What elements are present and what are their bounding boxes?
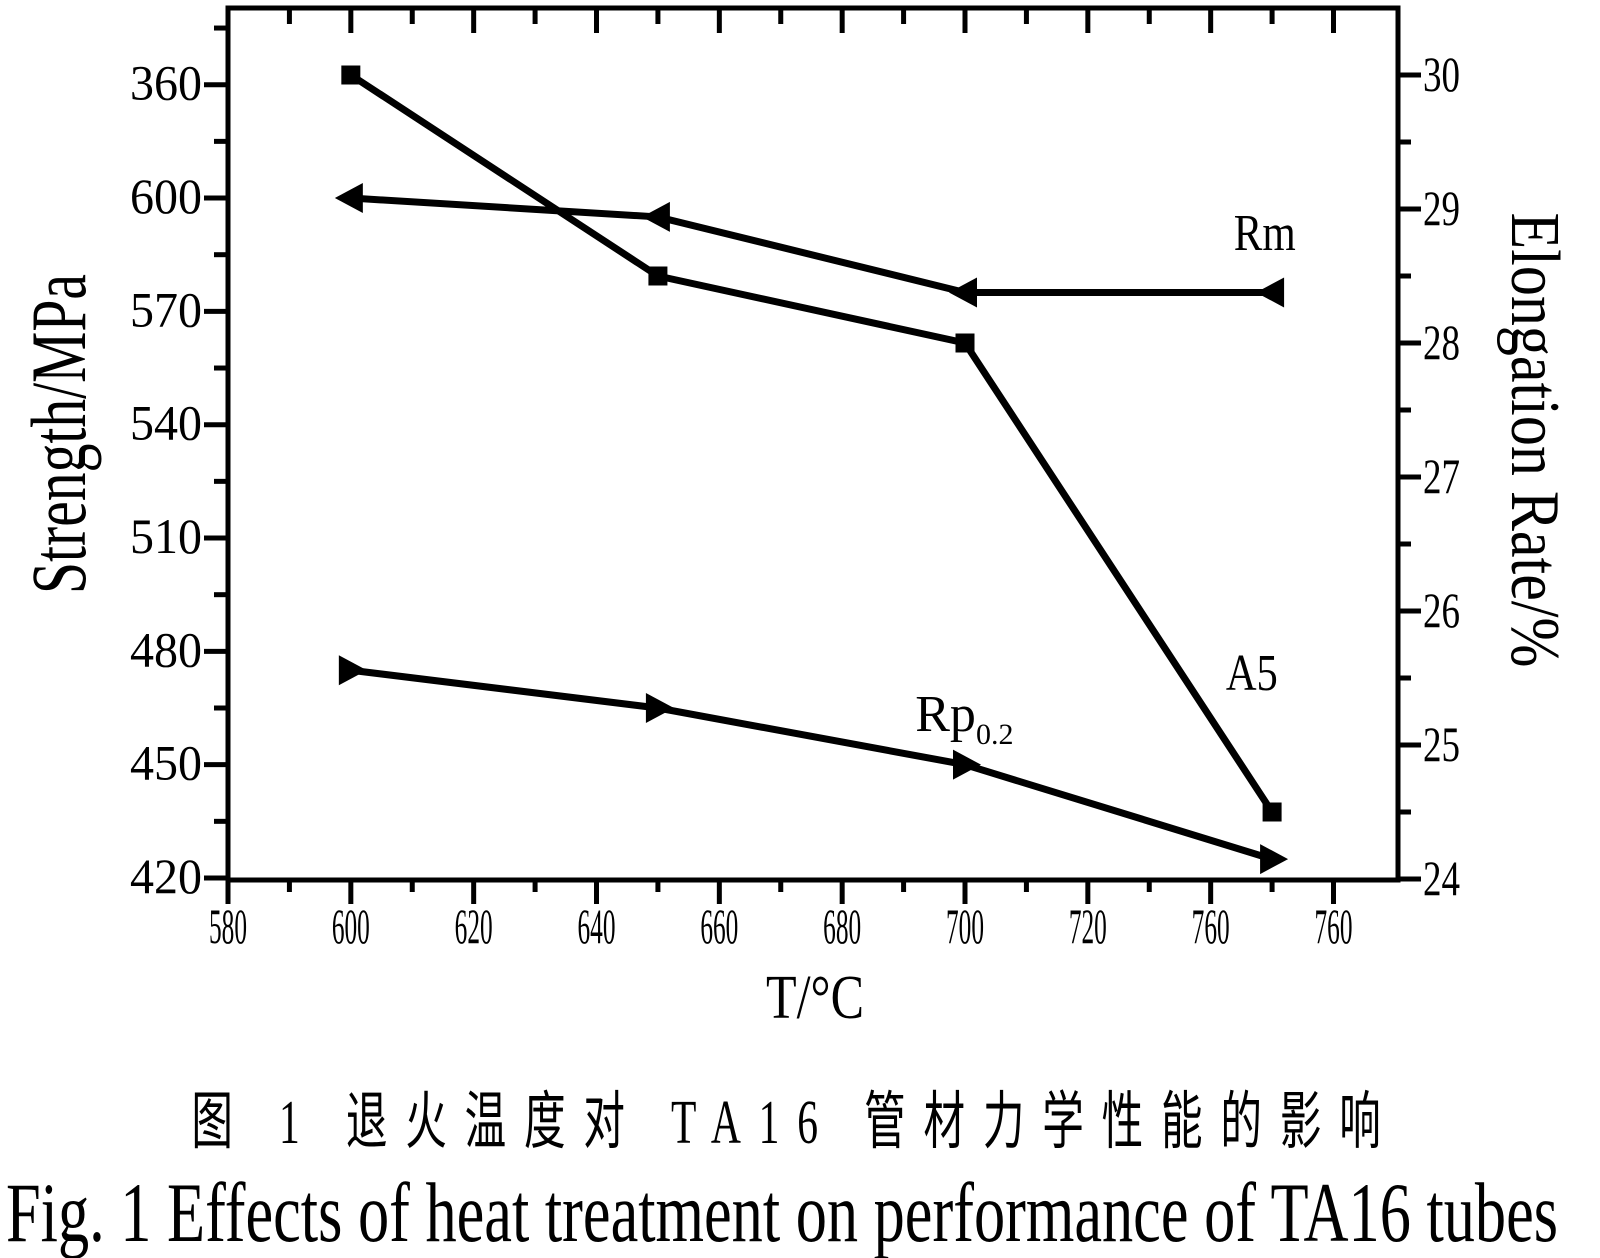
left-axis-title-text: Strength/MPa [15, 274, 102, 594]
series-Rm [334, 183, 1285, 308]
series-labels: Rm A5 Rp0.2 [915, 205, 1295, 751]
x-tick-label: 620 [455, 898, 493, 954]
marker-square [1262, 802, 1282, 822]
marker-triangle-right [953, 749, 982, 780]
left-axis-title: Strength/MPa [15, 274, 102, 594]
marker-triangle-right [1260, 844, 1289, 875]
right-tick-label: 27 [1423, 448, 1460, 504]
left-tick-label: 600 [130, 168, 202, 224]
left-tick-label: 540 [130, 395, 202, 451]
annotation-Rm: Rm [1234, 205, 1296, 262]
x-tick-label: 680 [823, 898, 861, 954]
left-tick-label: 510 [130, 508, 202, 564]
right-tick-label: 24 [1423, 850, 1460, 906]
x-axis-title: T/°C [766, 964, 864, 1032]
left-tick-label: 480 [130, 621, 202, 677]
right-tick-label: 26 [1423, 582, 1460, 638]
right-tick-label: 28 [1423, 314, 1460, 370]
x-tick-label: 600 [332, 898, 370, 954]
series-A5 [341, 65, 1282, 822]
marker-triangle-right [645, 693, 674, 724]
x-tick-label: 760 [1315, 898, 1353, 954]
annotation-A5: A5 [1226, 645, 1278, 702]
axis-ticks: 420 450 480 510 540 570 600 360 24 25 26 27 28 29 30 58… [130, 8, 1460, 954]
series-line-Rm [350, 194, 1273, 296]
left-tick-label: 450 [130, 735, 202, 791]
plot-frame [225, 5, 1401, 883]
x-tick-label: 720 [1069, 898, 1107, 954]
right-tick-label: 30 [1423, 46, 1460, 102]
marker-triangle-left [641, 201, 670, 232]
caption-zh: 图 1 退火温度对 TA16 管材力学性能的影响 [191, 1086, 1398, 1157]
marker-triangle-left [949, 277, 978, 308]
x-tick-label: 760 [1192, 898, 1230, 954]
right-tick-label: 29 [1423, 180, 1460, 236]
series-line-A5 [348, 72, 1276, 814]
caption-zh-group: 图 1 退火温度对 TA16 管材力学性能的影响 [191, 1086, 1398, 1157]
left-tick-label: 360 [130, 55, 202, 111]
annotation-Rp: Rp0.2 [915, 686, 1013, 751]
marker-triangle-right [338, 655, 367, 686]
right-axis-title: Elongation Rate/% [1496, 213, 1573, 668]
caption-en: Fig. 1 Effects of heat treatment on perf… [6, 1166, 1558, 1258]
right-axis-title-text: Elongation Rate/% [1496, 213, 1573, 668]
marker-square [648, 266, 668, 286]
x-tick-label: 700 [946, 898, 984, 954]
marker-triangle-left [334, 183, 363, 214]
x-tick-label: 580 [209, 898, 247, 954]
right-tick-label: 25 [1423, 716, 1460, 772]
left-tick-label: 570 [130, 281, 202, 337]
marker-square [341, 65, 361, 85]
x-tick-label: 660 [700, 898, 738, 954]
x-tick-label: 640 [578, 898, 616, 954]
marker-square [955, 333, 975, 353]
data-series [334, 65, 1289, 875]
left-tick-label: 420 [130, 848, 202, 904]
series-line-Rp0.2 [350, 666, 1274, 863]
series-Rp0.2 [338, 655, 1289, 875]
marker-triangle-left [1256, 277, 1285, 308]
